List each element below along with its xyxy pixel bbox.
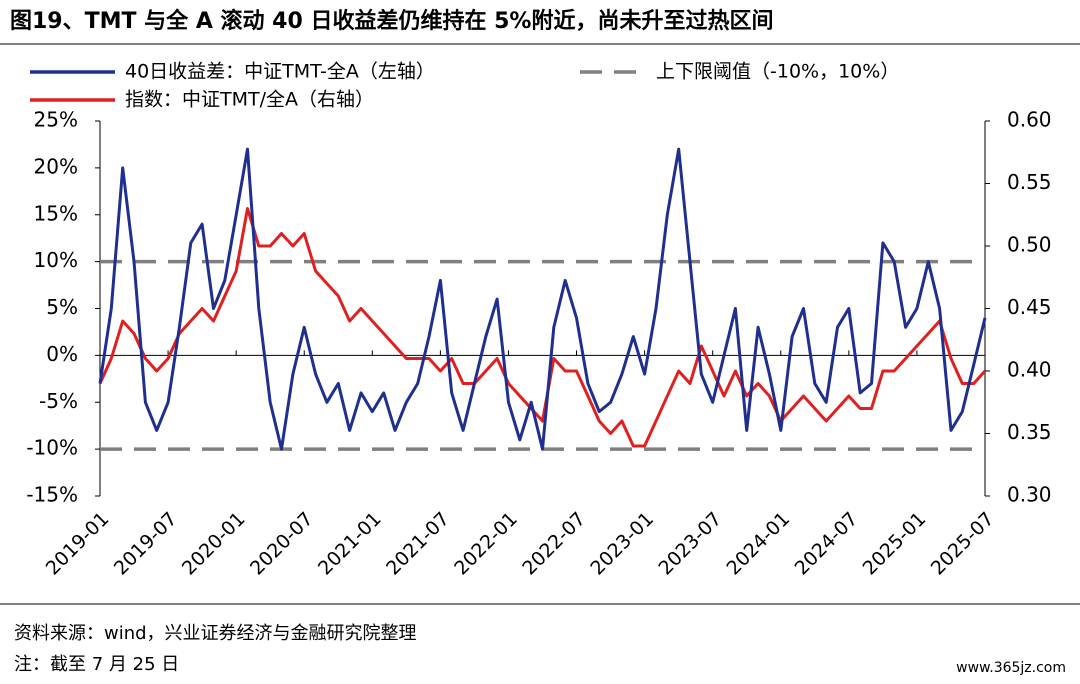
source-note: 资料来源：wind，兴业证券经济与金融研究院整理 — [14, 623, 417, 644]
legend-label: 40日收益差：中证TMT-全A（左轴） — [125, 61, 435, 83]
footnote: 注：截至 7 月 25 日 — [14, 654, 179, 675]
x-tick-label: 2019-01 — [42, 508, 114, 580]
y-tick-label: 5% — [46, 295, 78, 319]
series-line — [98, 147, 987, 451]
x-tick-label: 2023-07 — [654, 508, 726, 580]
y2-tick-label: 0.60 — [1007, 108, 1052, 132]
y2-tick-label: 0.55 — [1007, 170, 1052, 194]
legend-label: 上下限阈值（-10%，10%） — [656, 61, 899, 83]
x-tick-label: 2020-01 — [178, 508, 250, 580]
x-tick-label: 2024-01 — [722, 508, 794, 580]
x-tick-label: 2021-07 — [382, 508, 454, 580]
y-tick-label: 0% — [46, 342, 78, 366]
x-tick-label: 2025-07 — [927, 508, 999, 580]
x-tick-label: 2022-01 — [450, 508, 522, 580]
y-tick-label: 25% — [34, 108, 78, 132]
y-tick-label: -10% — [26, 436, 78, 460]
y-tick-label: 20% — [34, 154, 78, 178]
x-tick-label: 2023-01 — [586, 508, 658, 580]
x-tick-label: 2021-01 — [314, 508, 386, 580]
y-tick-label: -15% — [26, 483, 78, 507]
y-tick-label: 10% — [34, 248, 78, 272]
y2-tick-label: 0.50 — [1007, 233, 1052, 257]
y2-tick-label: 0.45 — [1007, 295, 1052, 319]
x-tick-label: 2022-07 — [518, 508, 590, 580]
legend-label: 指数：中证TMT/全A（右轴） — [125, 89, 374, 111]
series-line — [98, 207, 987, 448]
x-tick-label: 2020-07 — [246, 508, 318, 580]
x-tick-label: 2025-01 — [859, 508, 931, 580]
x-tick-label: 2024-07 — [791, 508, 863, 580]
y2-tick-label: 0.35 — [1007, 420, 1052, 444]
x-tick-label: 2019-07 — [110, 508, 182, 580]
y2-tick-label: 0.30 — [1007, 483, 1052, 507]
y2-tick-label: 0.40 — [1007, 358, 1052, 382]
y-tick-label: 15% — [34, 201, 78, 225]
chart-title: 图19、TMT 与全 A 滚动 40 日收益差仍维持在 5%附近，尚未升至过热区… — [10, 8, 773, 34]
y-tick-label: -5% — [39, 389, 78, 413]
watermark: www.365jz.com — [956, 660, 1066, 676]
